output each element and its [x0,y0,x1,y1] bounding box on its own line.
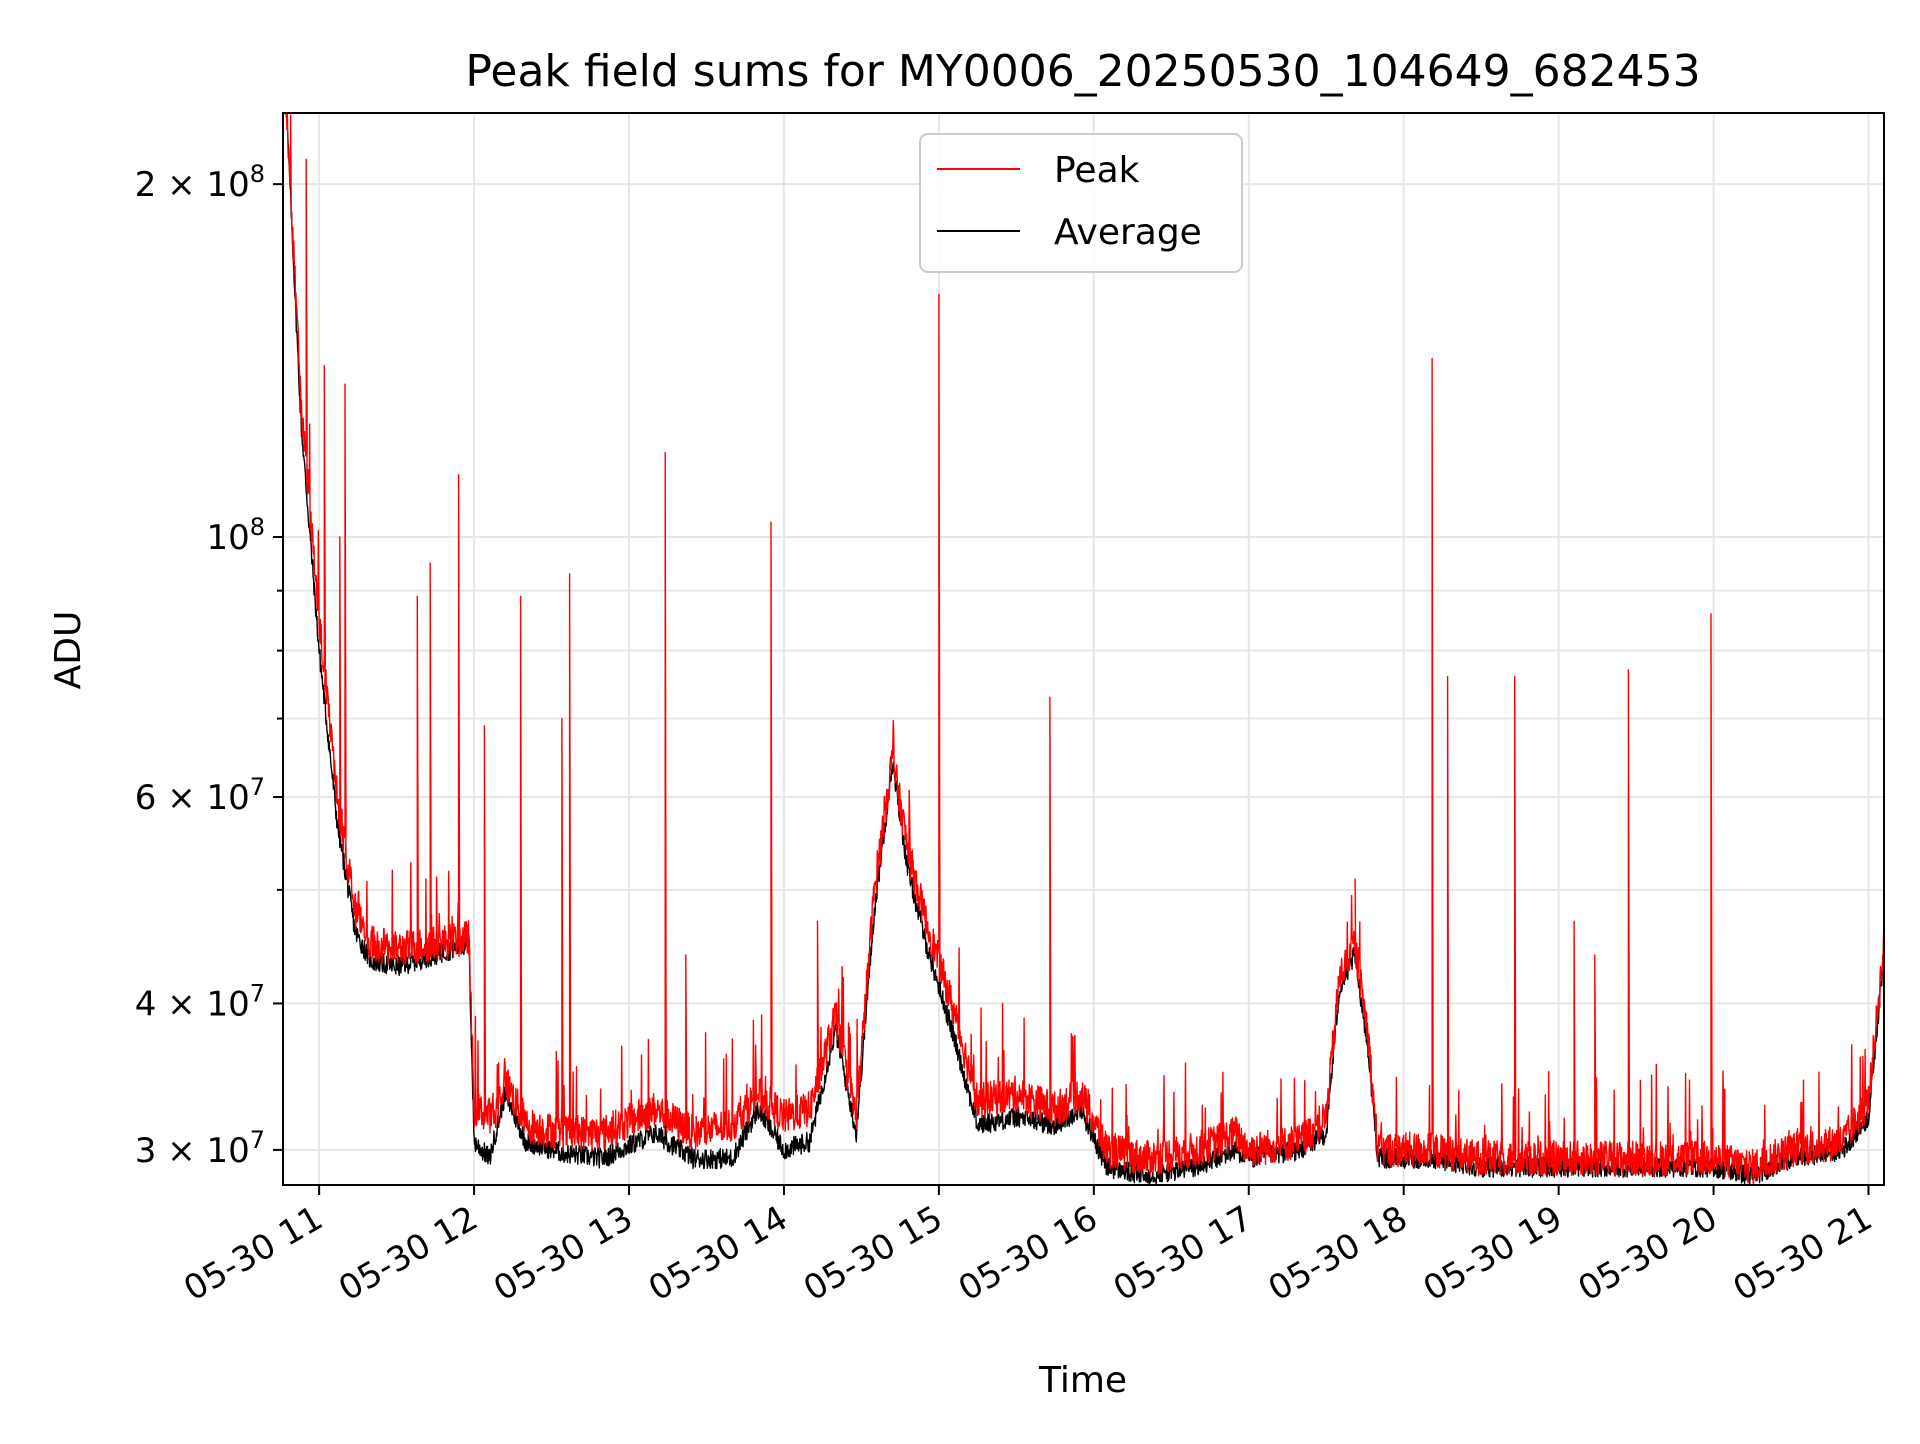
y-axis-label: ADU [48,611,89,690]
legend: Peak Average [919,133,1243,273]
y-tick-label: 2 × 108 [135,160,265,205]
x-axis-label: Time [1038,1360,1127,1401]
grid [283,113,1884,1185]
legend-label-peak: Peak [1054,150,1140,191]
series-layer [285,113,1884,1185]
legend-label-average: Average [1054,212,1202,253]
y-tick-label: 3 × 107 [135,1126,265,1171]
y-tick-label: 108 [206,513,265,558]
plot-frame [282,112,1885,1186]
y-tick-label: 4 × 107 [135,979,265,1024]
y-tick-label: 6 × 107 [135,773,265,818]
series-line-peak [285,113,1884,1184]
chart-title: Peak field sums for MY0006_20250530_1046… [465,46,1700,97]
y-axis: 3 × 107 4 × 107 6 × 107 108 2 × 108 [135,160,283,1171]
